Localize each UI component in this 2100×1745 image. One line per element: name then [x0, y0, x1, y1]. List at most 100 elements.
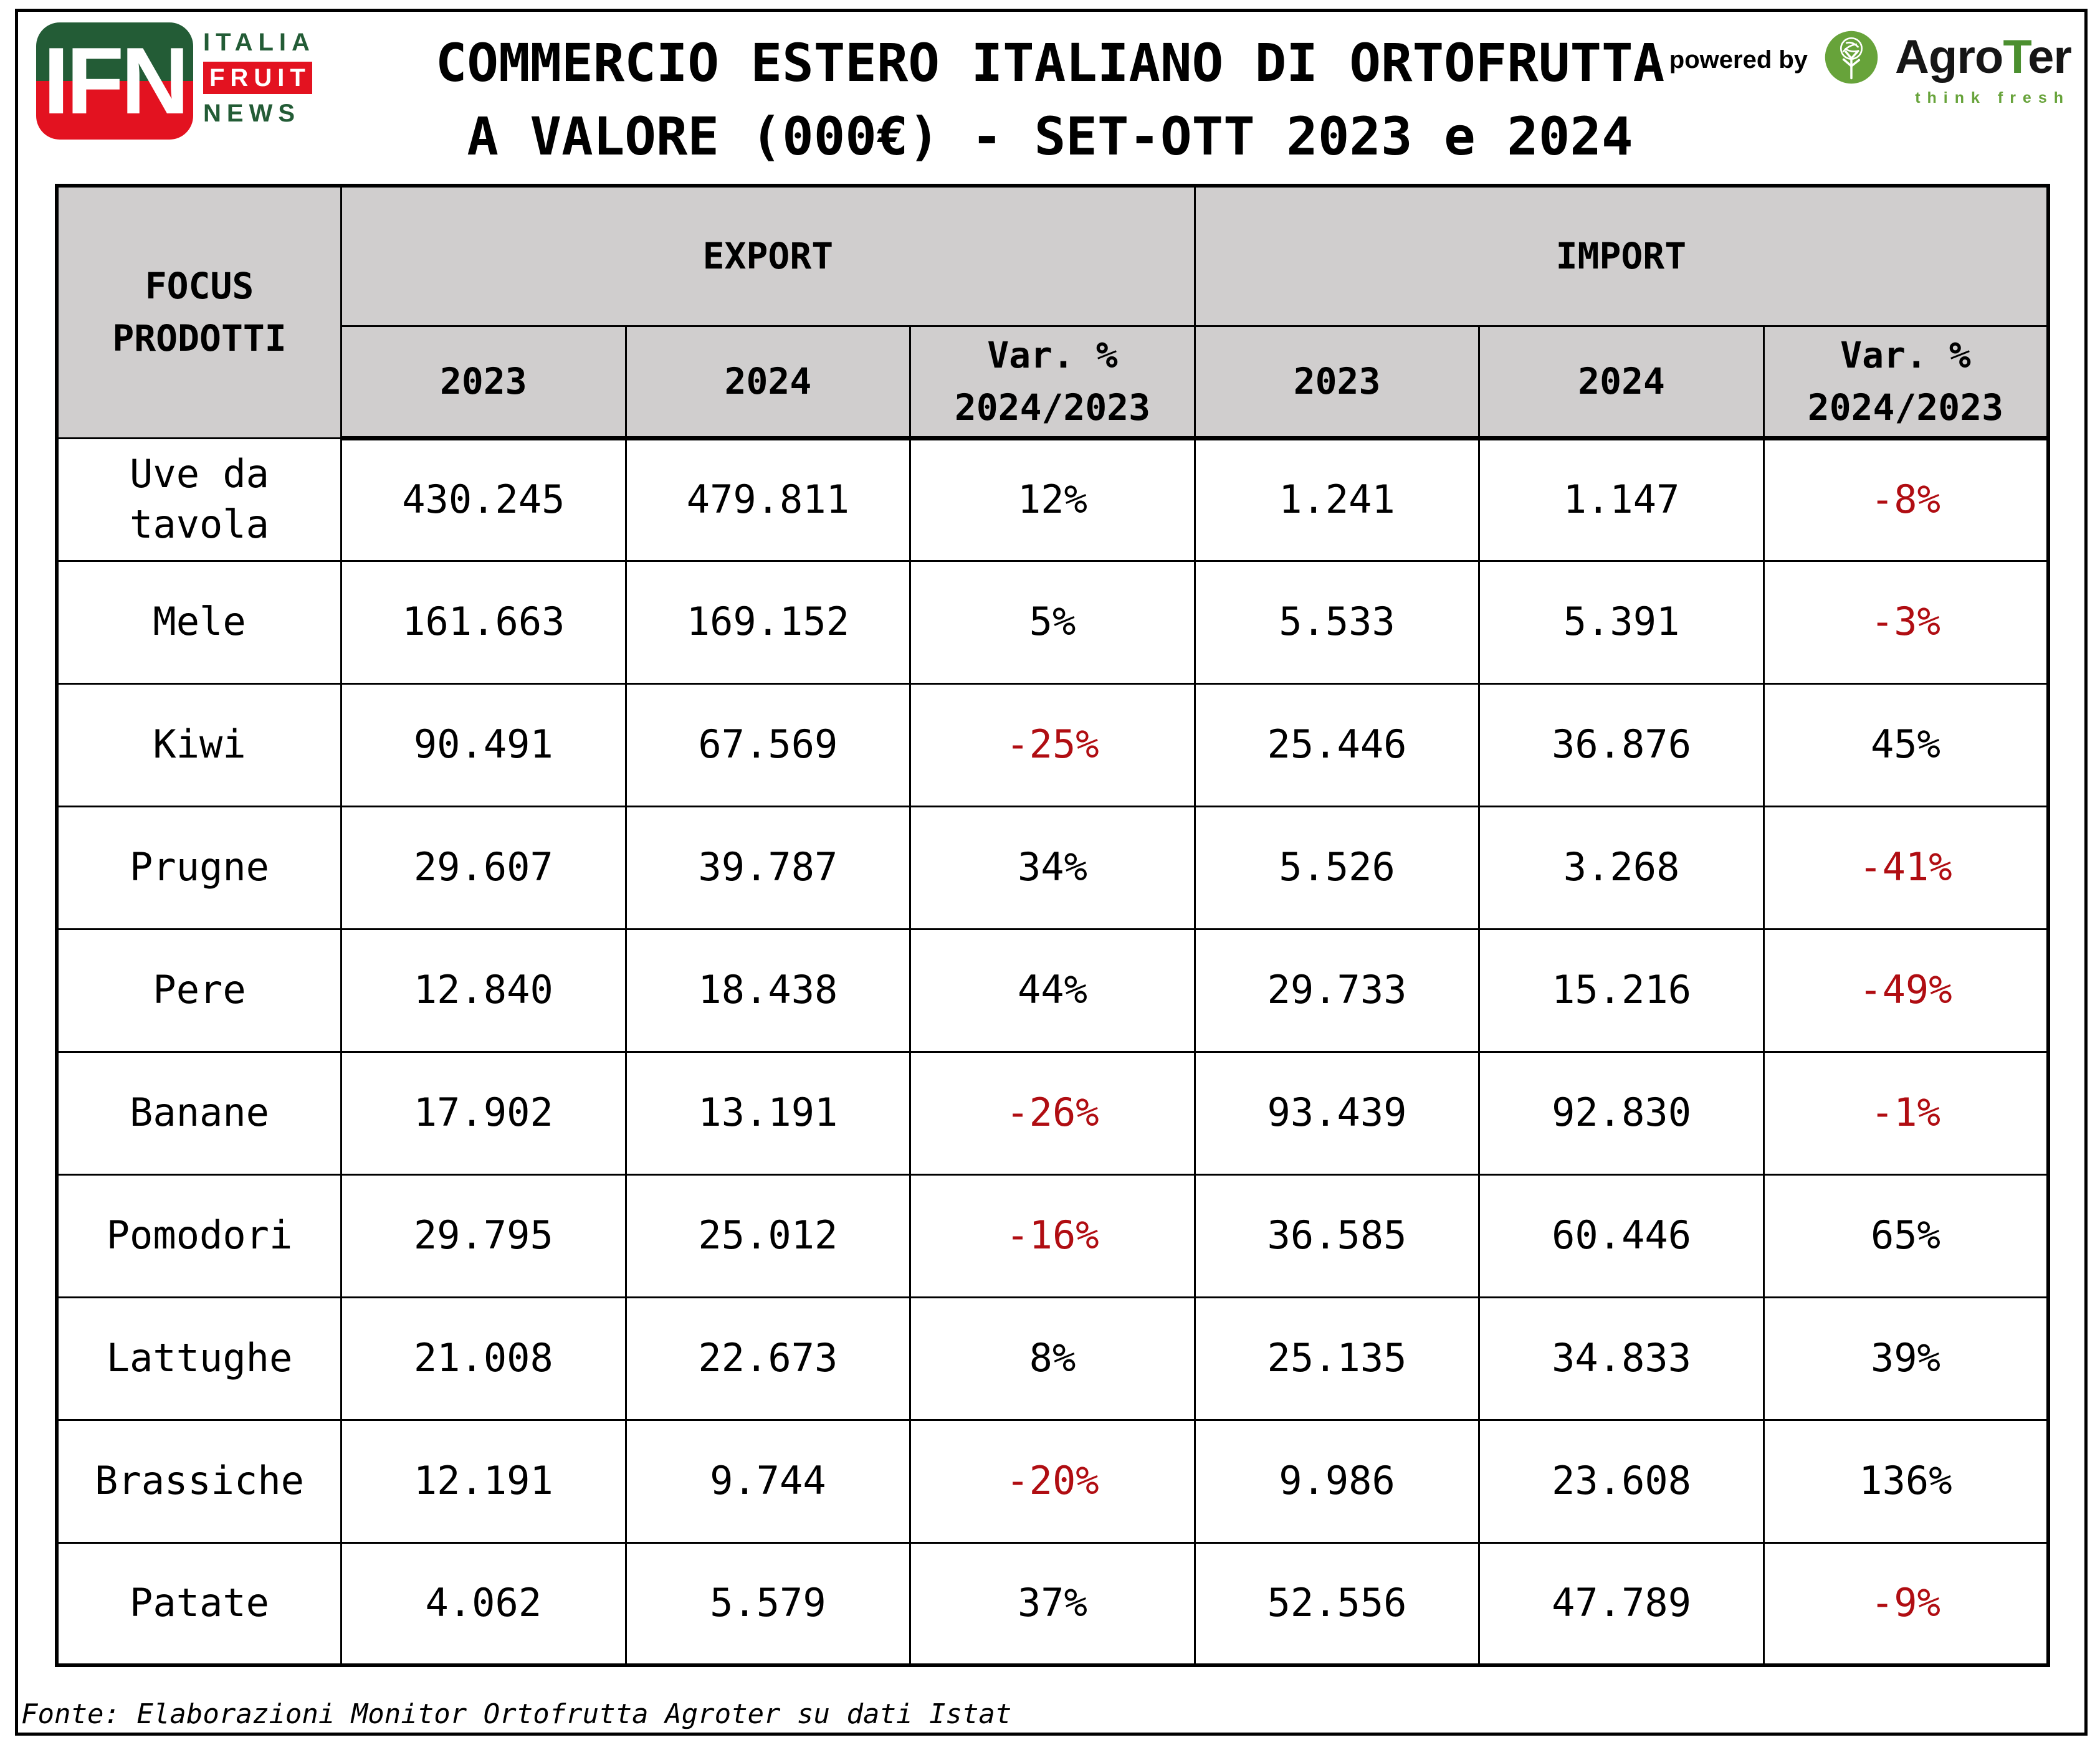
value-cell: 36.876	[1478, 682, 1765, 807]
agroter-wordmark: AgroTer think fresh	[1895, 30, 2072, 107]
agroter-tagline: think fresh	[1915, 89, 2070, 107]
value-cell: 9.986	[1193, 1419, 1481, 1544]
variation-cell: -8%	[1762, 437, 2050, 562]
table-row: Pomodori 29.795 25.012 -16% 36.585 60.44…	[55, 1173, 2050, 1298]
value-cell: 34.833	[1478, 1296, 1765, 1421]
value-cell: 29.795	[340, 1173, 627, 1298]
value-cell: 90.491	[340, 682, 627, 807]
value-cell: 36.585	[1193, 1173, 1481, 1298]
trade-table: FOCUS PRODOTTI EXPORT IMPORT 2023 2024 V…	[55, 184, 2050, 1667]
trade-table-body: Uve da tavola 430.245 479.811 12% 1.241 …	[55, 437, 2050, 1667]
agroter-word-part1: Agro	[1895, 31, 2003, 83]
variation-cell: 12%	[909, 437, 1196, 562]
table-row: Patate 4.062 5.579 37% 52.556 47.789 -9%	[55, 1541, 2050, 1667]
variation-cell: -41%	[1762, 805, 2050, 930]
agroter-word-part2: T	[2003, 31, 2028, 83]
value-cell: 29.607	[340, 805, 627, 930]
value-cell: 5.391	[1478, 559, 1765, 685]
ifn-logo: IFN ITALIA FRUIT NEWS	[36, 22, 315, 140]
ifn-word-fruit: FRUIT	[203, 62, 312, 94]
value-cell: 29.733	[1193, 928, 1481, 1053]
variation-cell: -9%	[1762, 1541, 2050, 1667]
value-cell: 52.556	[1193, 1541, 1481, 1667]
value-cell: 169.152	[624, 559, 912, 685]
variation-cell: 5%	[909, 559, 1196, 685]
export-group-header: EXPORT	[340, 184, 1196, 327]
value-cell: 13.191	[624, 1050, 912, 1176]
page-title-line2: A VALORE (000€) - SET-OTT 2023 e 2024	[467, 106, 1633, 167]
value-cell: 3.268	[1478, 805, 1765, 930]
value-cell: 25.446	[1193, 682, 1481, 807]
variation-cell: 34%	[909, 805, 1196, 930]
variation-cell: 39%	[1762, 1296, 2050, 1421]
group-header-row: FOCUS PRODOTTI EXPORT IMPORT	[55, 184, 2050, 439]
agroter-tree-icon	[1825, 31, 1878, 84]
variation-cell: -16%	[909, 1173, 1196, 1298]
powered-by-block: powered by AgroTer think fresh	[1669, 30, 2072, 107]
import-2024-header: 2024	[1478, 325, 1765, 440]
ifn-logo-letters: IFN	[43, 27, 189, 134]
export-var-header: Var. % 2024/2023	[909, 325, 1196, 440]
table-row: Uve da tavola 430.245 479.811 12% 1.241 …	[55, 437, 2050, 562]
value-cell: 161.663	[340, 559, 627, 685]
import-2023-header: 2023	[1193, 325, 1481, 440]
value-cell: 12.191	[340, 1419, 627, 1544]
variation-cell: 45%	[1762, 682, 2050, 807]
value-cell: 5.533	[1193, 559, 1481, 685]
value-cell: 430.245	[340, 437, 627, 562]
value-cell: 60.446	[1478, 1173, 1765, 1298]
value-cell: 18.438	[624, 928, 912, 1053]
ifn-word-italia: ITALIA	[203, 29, 315, 56]
value-cell: 9.744	[624, 1419, 912, 1544]
trade-table-header: FOCUS PRODOTTI EXPORT IMPORT 2023 2024 V…	[55, 184, 2050, 440]
source-note: Fonte: Elaborazioni Monitor Ortofrutta A…	[21, 1698, 1012, 1730]
value-cell: 47.789	[1478, 1541, 1765, 1667]
product-cell: Pomodori	[55, 1173, 343, 1298]
variation-cell: -26%	[909, 1050, 1196, 1176]
ifn-logo-red-half	[36, 81, 193, 140]
product-cell: Pere	[55, 928, 343, 1053]
value-cell: 5.526	[1193, 805, 1481, 930]
variation-cell: -1%	[1762, 1050, 2050, 1176]
page-title-line1: COMMERCIO ESTERO ITALIANO DI ORTOFRUTTA	[435, 32, 1665, 93]
value-cell: 93.439	[1193, 1050, 1481, 1176]
product-cell: Brassiche	[55, 1419, 343, 1544]
agroter-word-part3: er	[2028, 31, 2072, 83]
product-cell: Prugne	[55, 805, 343, 930]
powered-by-label: powered by	[1669, 46, 1808, 74]
variation-cell: 37%	[909, 1541, 1196, 1667]
product-cell: Patate	[55, 1541, 343, 1667]
value-cell: 479.811	[624, 437, 912, 562]
table-row: Kiwi 90.491 67.569 -25% 25.446 36.876 45…	[55, 682, 2050, 807]
variation-cell: 136%	[1762, 1419, 2050, 1544]
ifn-logo-mark: IFN	[36, 22, 193, 140]
product-cell: Banane	[55, 1050, 343, 1176]
table-row: Prugne 29.607 39.787 34% 5.526 3.268 -41…	[55, 805, 2050, 930]
variation-cell: 8%	[909, 1296, 1196, 1421]
variation-cell: -3%	[1762, 559, 2050, 685]
value-cell: 17.902	[340, 1050, 627, 1176]
product-cell: Mele	[55, 559, 343, 685]
value-cell: 39.787	[624, 805, 912, 930]
value-cell: 92.830	[1478, 1050, 1765, 1176]
value-cell: 5.579	[624, 1541, 912, 1667]
value-cell: 25.135	[1193, 1296, 1481, 1421]
variation-cell: 65%	[1762, 1173, 2050, 1298]
value-cell: 1.241	[1193, 437, 1481, 562]
value-cell: 67.569	[624, 682, 912, 807]
variation-cell: 44%	[909, 928, 1196, 1053]
value-cell: 1.147	[1478, 437, 1765, 562]
value-cell: 22.673	[624, 1296, 912, 1421]
product-cell: Uve da tavola	[55, 437, 343, 562]
value-cell: 25.012	[624, 1173, 912, 1298]
table-row: Brassiche 12.191 9.744 -20% 9.986 23.608…	[55, 1419, 2050, 1544]
year-header-row: 2023 2024 Var. % 2024/2023 2023 2024 Var…	[57, 325, 2050, 440]
value-cell: 21.008	[340, 1296, 627, 1421]
product-cell: Kiwi	[55, 682, 343, 807]
value-cell: 23.608	[1478, 1419, 1765, 1544]
import-group-header: IMPORT	[1193, 184, 2050, 327]
export-2023-header: 2023	[340, 325, 627, 440]
table-row: Mele 161.663 169.152 5% 5.533 5.391 -3%	[55, 559, 2050, 685]
ifn-logo-wordmark: ITALIA FRUIT NEWS	[203, 29, 315, 127]
table-row: Banane 17.902 13.191 -26% 93.439 92.830 …	[55, 1050, 2050, 1176]
